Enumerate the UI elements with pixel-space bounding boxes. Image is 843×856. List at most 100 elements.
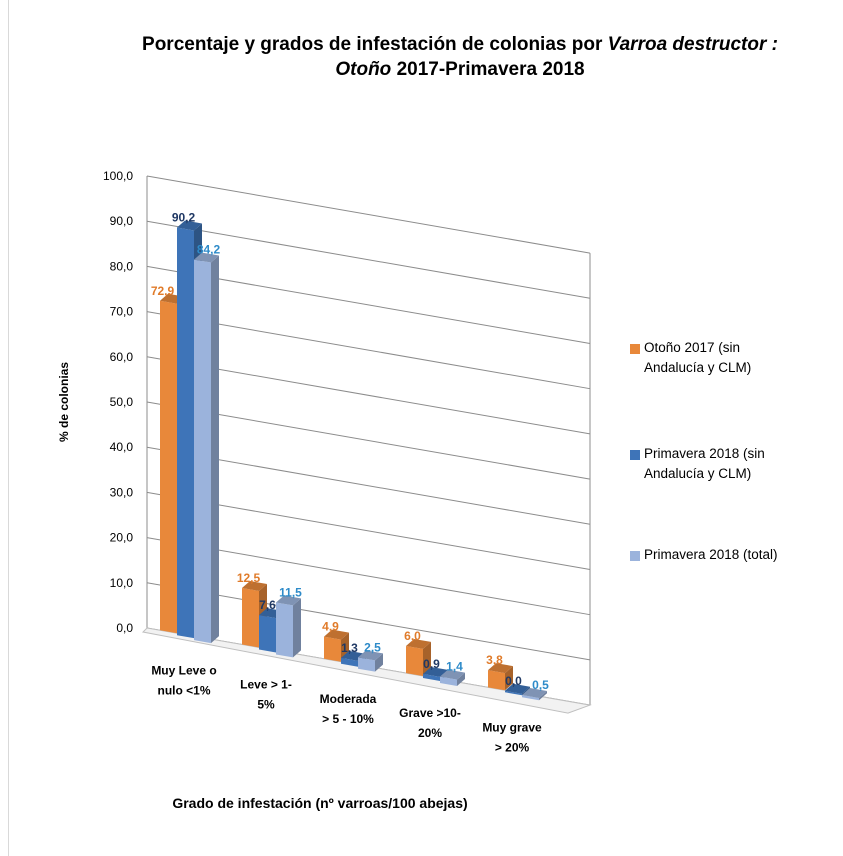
y-tick-label: 20,0 (110, 531, 134, 545)
bar-front (341, 657, 358, 667)
gridline (146, 491, 591, 570)
axis-layer: 0,0 10,0 20,0 30,0 40,0 50,0 60,0 70,0 80,0 90,0 1… (57, 169, 592, 754)
x-category-label: nulo <1% (157, 683, 210, 697)
gridline (146, 537, 591, 616)
x-category-label: Muy grave (482, 720, 542, 734)
gridline (146, 175, 591, 254)
bar-top (522, 687, 547, 698)
bar-front (440, 676, 457, 686)
y-tick-label: 0,0 (116, 621, 133, 635)
data-label: 12,5 (237, 571, 261, 585)
grid-layer (146, 175, 591, 706)
bar-front (160, 300, 177, 634)
bar-front (505, 690, 522, 696)
x-category-label: > 20% (495, 740, 530, 754)
bar-front (242, 588, 259, 648)
gridline (146, 265, 591, 344)
legend-swatch-lightblue (630, 551, 640, 561)
bar-front (194, 259, 211, 644)
bar-side (522, 686, 530, 696)
bar-front (423, 673, 440, 681)
bar-top (242, 581, 267, 591)
bar-top (423, 666, 448, 677)
y-tick-label: 80,0 (110, 259, 134, 273)
title-text-1: Porcentaje y grados de infestación de co… (142, 34, 608, 55)
x-category-label: Moderada (320, 692, 377, 706)
legend-swatch-orange (630, 344, 640, 354)
gridline (146, 582, 591, 661)
y-tick-label: 100,0 (103, 169, 133, 183)
legend-label-line: Otoño 2017 (sin (644, 340, 741, 355)
bar-top (505, 683, 530, 694)
gridline (146, 401, 591, 480)
data-label: 0,9 (423, 657, 440, 671)
x-axis-title: Grado de infestación (nº varroas/100 abe… (172, 795, 468, 811)
y-axis-title: % de colonias (57, 362, 71, 442)
bar-top (177, 220, 202, 231)
x-category-label: Muy Leve o (151, 663, 216, 677)
page-edge-rule (8, 0, 9, 856)
data-label: 84,2 (197, 243, 221, 257)
legend-label-line: Andalucía y CLM) (644, 360, 752, 375)
y-tick-label: 90,0 (110, 214, 134, 228)
data-label: 2,5 (364, 640, 381, 654)
data-label: 1,3 (341, 641, 358, 655)
data-label: 11,5 (279, 585, 302, 599)
bar-top (358, 650, 383, 661)
data-label: 0,5 (532, 678, 549, 692)
legend-swatch-blue (630, 450, 640, 460)
y-tick-label: 50,0 (110, 395, 134, 409)
bar-front (276, 602, 293, 658)
bar-front (177, 227, 194, 639)
bars-layer (160, 220, 547, 701)
y-tick-label: 70,0 (110, 305, 134, 319)
bar-side (539, 690, 547, 701)
x-category-label: Leve > 1- (240, 678, 292, 692)
data-label: 3,8 (486, 653, 503, 667)
legend-label-line: Primavera 2018 (sin (644, 446, 765, 461)
bar-side (211, 255, 219, 644)
x-category-label: > 5 - 10% (322, 712, 374, 726)
gridline (146, 446, 591, 525)
bar-top (276, 595, 301, 606)
data-label: 0,0 (505, 674, 522, 688)
y-tick-label: 30,0 (110, 485, 134, 499)
bar-front (488, 670, 505, 691)
data-label: 4,9 (322, 620, 339, 634)
data-label: 1,4 (446, 660, 463, 674)
legend-label-line: Andalucía y CLM) (644, 466, 752, 481)
chart-title: Porcentaje y grados de infestación de co… (110, 32, 810, 82)
bar-top (324, 629, 349, 640)
x-category-label: 5% (257, 698, 275, 712)
bar-front (358, 657, 375, 672)
bar-side (505, 666, 513, 691)
title-text-2: 2017-Primavera 2018 (391, 59, 585, 80)
x-category-label: Grave >10- (399, 706, 461, 720)
x-category-label: 20% (418, 726, 442, 740)
bar-top (440, 669, 465, 680)
bar-top (406, 638, 431, 649)
bar-front (522, 694, 539, 701)
y-tick-label: 10,0 (110, 576, 134, 590)
bar-side (375, 653, 383, 672)
data-label: 72,9 (151, 284, 175, 298)
data-label: 6,0 (404, 629, 421, 643)
gridline (146, 311, 591, 390)
y-tick-label: 60,0 (110, 350, 134, 364)
bar-top (488, 663, 513, 674)
gridline (146, 356, 591, 435)
title-species: Varroa destructor : (607, 34, 778, 55)
bar-side (457, 672, 465, 686)
bar-top (194, 252, 219, 263)
legend-label-line: Primavera 2018 (total) (644, 547, 778, 562)
labels-layer: 72,9 90,2 84,2 12,5 7,611,5 4,91,3 2,5 6,00,9 1,… (151, 211, 549, 692)
bar-front (406, 645, 423, 677)
data-label: 90,2 (172, 211, 196, 225)
data-label: 7,6 (259, 598, 276, 612)
bar-side (293, 598, 301, 658)
title-season: Otoño (335, 59, 392, 80)
bar-side (423, 641, 431, 677)
bar-front (259, 615, 276, 653)
gridline (146, 220, 591, 299)
